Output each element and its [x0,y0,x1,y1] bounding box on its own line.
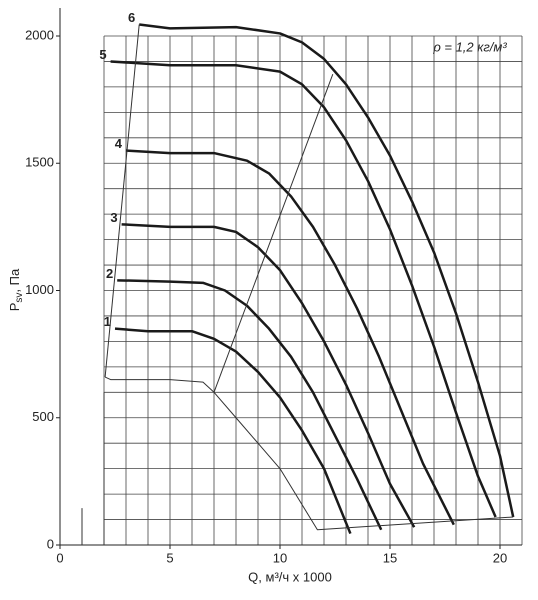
curve-label: 1 [104,314,111,329]
x-tick-label: 20 [493,550,507,565]
y-axis-label: Psv, Па [7,268,24,311]
y-label-rest: , Па [7,268,22,293]
curve [110,60,497,518]
x-axis-label: Q, м³/ч x 1000 [248,569,332,584]
curve-label: 3 [110,210,117,225]
curve-label: 4 [115,136,123,151]
curve [139,23,515,518]
y-tick-label: 500 [32,409,54,424]
x-tick-label: 0 [56,550,63,565]
y-tick-label: 0 [47,536,54,551]
y-tick-label: 1500 [25,155,54,170]
curve [117,279,383,531]
annotation: ρ = 1,2 кг/м³ [432,39,507,54]
y-tick-label: 2000 [25,27,54,42]
y-label-sub: sv [14,293,25,303]
x-tick-label: 10 [273,550,287,565]
curve-label: 5 [99,47,106,62]
curve [121,223,416,528]
boundary-line [213,73,334,393]
y-label-main: P [7,303,22,312]
curve-label: 6 [128,10,135,25]
y-tick-label: 1000 [25,282,54,297]
x-tick-label: 5 [166,550,173,565]
boundary-line [104,376,514,531]
curve-label: 2 [106,266,113,281]
curve [114,327,352,535]
boundary-line [104,24,140,378]
x-tick-label: 15 [383,550,397,565]
curve [125,149,455,526]
